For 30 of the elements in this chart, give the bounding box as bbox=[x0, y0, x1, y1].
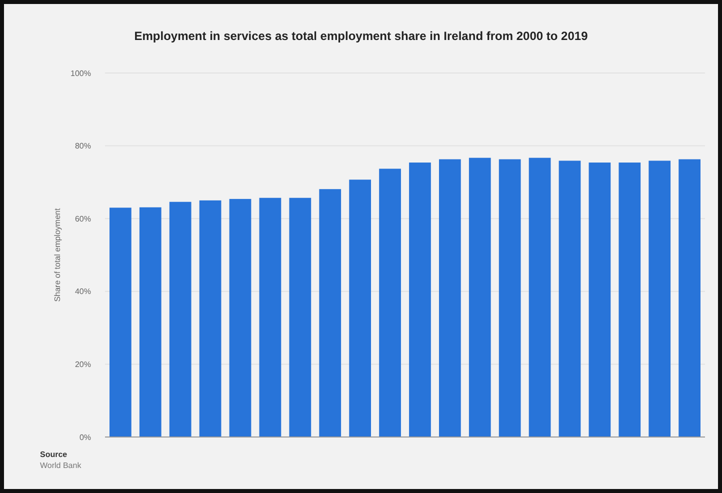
chart-title: Employment in services as total employment share in Ireland from 2000 to 2019 bbox=[134, 29, 588, 43]
bar bbox=[169, 202, 192, 437]
bar bbox=[379, 168, 401, 437]
y-tick-label: 40% bbox=[74, 287, 91, 296]
bar bbox=[349, 180, 371, 437]
bar bbox=[648, 160, 671, 437]
bar bbox=[259, 198, 282, 437]
bar bbox=[498, 159, 521, 437]
y-tick-label: 100% bbox=[70, 68, 91, 78]
bar bbox=[289, 198, 312, 437]
y-tick-label: 20% bbox=[74, 360, 91, 369]
bar bbox=[678, 159, 701, 437]
bar bbox=[409, 162, 431, 437]
bar bbox=[319, 189, 342, 437]
bar bbox=[199, 200, 222, 437]
bar bbox=[528, 158, 551, 437]
bar bbox=[588, 162, 611, 437]
y-axis-title: Share of total employment bbox=[53, 208, 62, 302]
bar bbox=[468, 158, 491, 437]
text: Source bbox=[40, 450, 68, 459]
bar bbox=[439, 159, 461, 437]
bar bbox=[229, 198, 252, 437]
bar bbox=[109, 208, 132, 437]
y-tick-label: 0% bbox=[79, 432, 91, 442]
bar bbox=[558, 160, 581, 437]
y-tick-label: 60% bbox=[74, 214, 91, 224]
text: World Bank bbox=[40, 461, 82, 470]
bar bbox=[139, 207, 162, 437]
bar bbox=[618, 162, 641, 437]
y-tick-label: 80% bbox=[74, 142, 91, 151]
